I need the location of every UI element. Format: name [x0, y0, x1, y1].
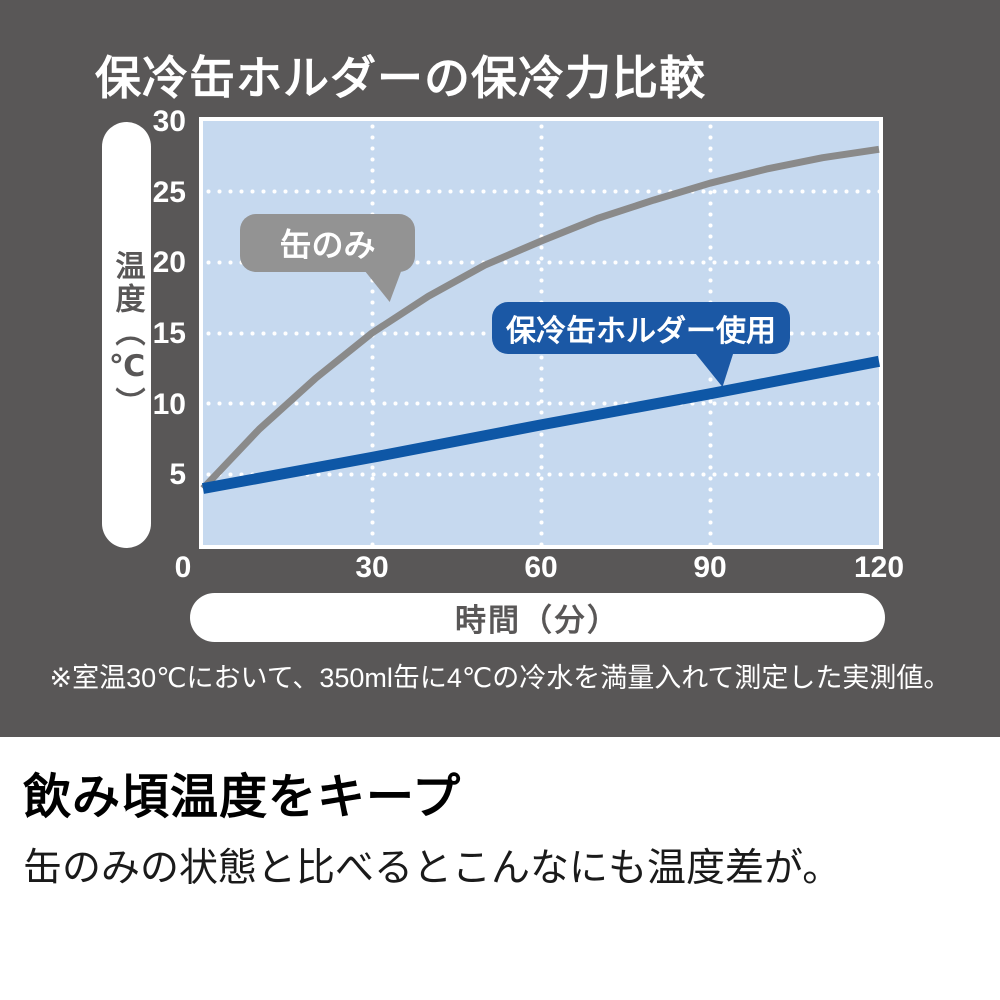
y-tick-label: 10: [152, 387, 186, 421]
caption-heading: 飲み頃温度をキープ: [23, 771, 462, 824]
legend-label-can-only: 缶のみ: [279, 227, 376, 263]
line-series: [200, 145, 881, 494]
x-tick-label: 90: [693, 551, 727, 584]
legend-label-holder: 保冷缶ホルダー使用: [506, 315, 776, 348]
y-tick-label: 20: [152, 246, 186, 280]
y-tick-label: 30: [152, 105, 186, 138]
x-tick-label: 30: [355, 551, 389, 584]
measurement-footnote: ※室温30℃において、350ml缶に4℃の冷水を満量入れて測定した実測値。: [49, 663, 951, 693]
series-line: [200, 145, 880, 491]
legend-bubble-holder: 保冷缶ホルダー使用: [492, 302, 790, 354]
x-tick-label: 120: [853, 551, 905, 584]
y-axis-label: 温度（℃）: [110, 250, 144, 420]
series-line: [202, 355, 881, 494]
chart-title: 保冷缶ホルダーの保冷力比較: [95, 52, 706, 104]
y-tick-label: 15: [152, 317, 186, 350]
chart-panel: 保冷缶ホルダーの保冷力比較 温度（℃） 5 10 15 20 25 30 0 30 60 90 12…: [0, 0, 1000, 737]
x-tick-label: 0: [174, 551, 192, 584]
y-axis-label-pill: 温度（℃）: [102, 122, 151, 548]
x-axis-label-pill: 時間（分）: [190, 593, 885, 642]
caption-body: 缶のみの状態と比べるとこんなにも温度差が。: [23, 847, 842, 890]
x-axis-label: 時間（分）: [455, 603, 620, 638]
y-tick-label: 5: [169, 458, 186, 492]
y-tick-label: 25: [152, 175, 186, 209]
legend-bubble-can-only: 缶のみ: [240, 214, 415, 272]
x-tick-label: 60: [524, 551, 558, 584]
caption-section: 飲み頃温度をキープ 缶のみの状態と比べるとこんなにも温度差が。: [0, 737, 1000, 1000]
